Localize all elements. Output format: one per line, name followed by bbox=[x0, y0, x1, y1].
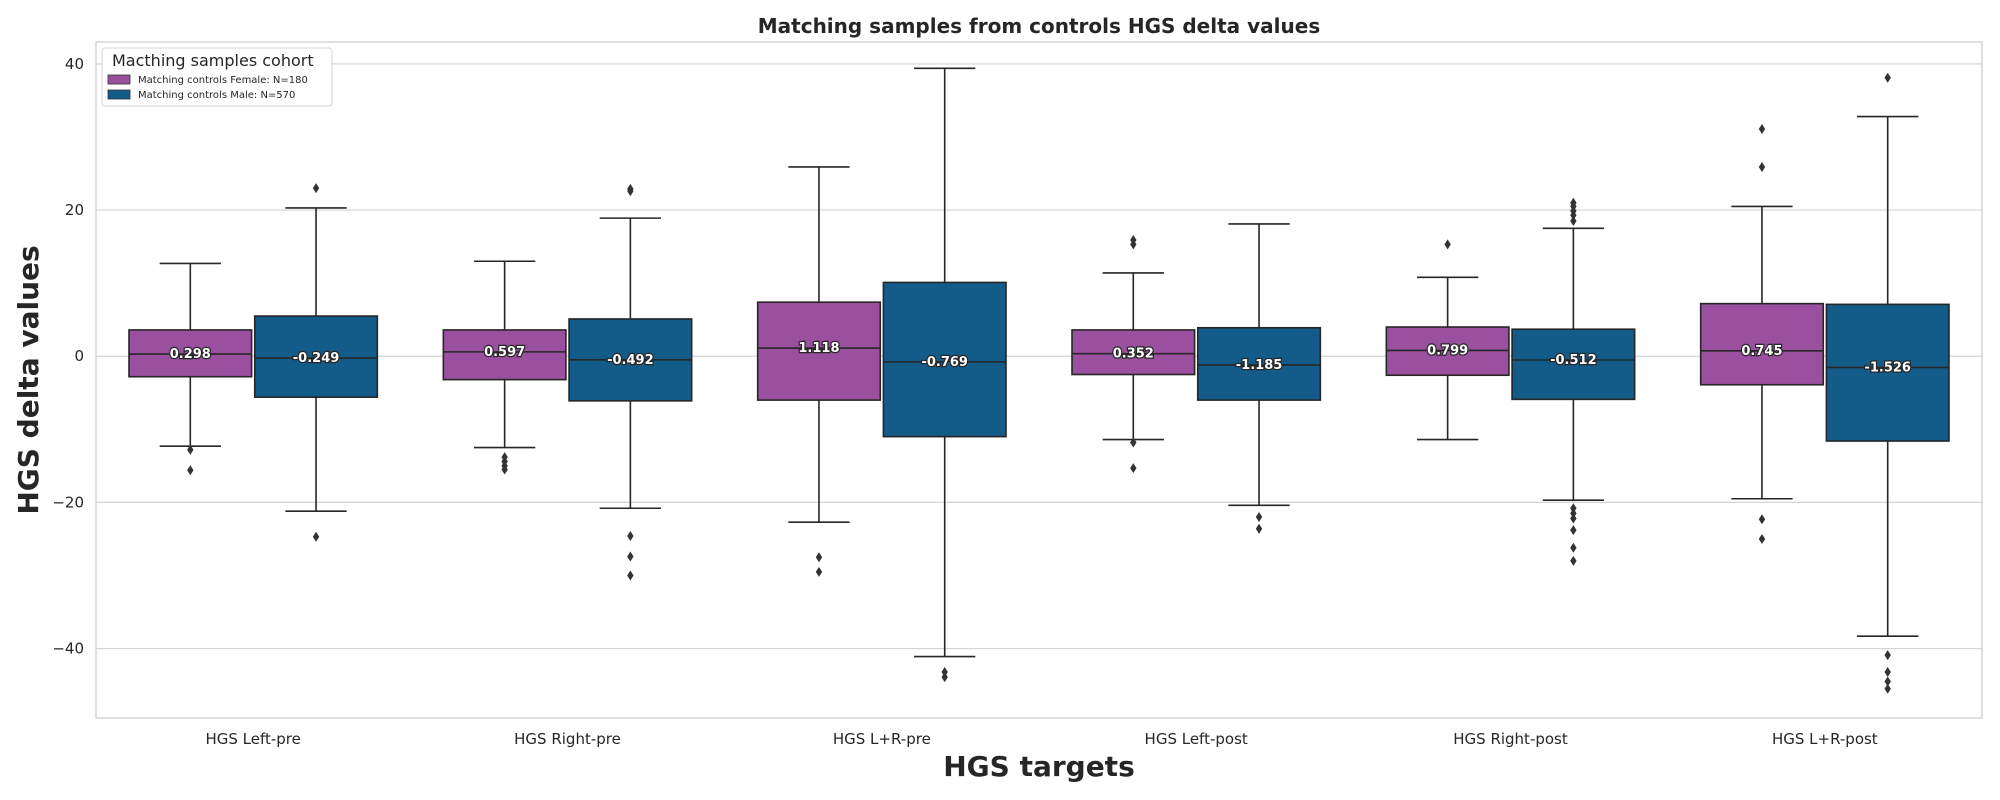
box-group: 0.597 bbox=[442, 260, 567, 475]
outlier-point bbox=[501, 464, 508, 475]
box-groups: 0.298 0.597 1.118 0.352 0.799 0.745 -0.249 -0.4… bbox=[128, 67, 1950, 694]
box-group: -0.249 bbox=[253, 183, 379, 542]
x-axis-label: HGS targets bbox=[943, 750, 1135, 783]
outlier-point bbox=[1255, 523, 1263, 534]
outlier-point bbox=[1570, 503, 1577, 514]
x-tick-labels: HGS Left-pre HGS Right-pre HGS L+R-pre HGS … bbox=[205, 730, 1877, 748]
box-group: -1.185 bbox=[1196, 223, 1322, 534]
outlier-point bbox=[1130, 235, 1137, 246]
median-value-label: 0.298 bbox=[170, 347, 211, 362]
median-value-label: -0.492 bbox=[607, 353, 654, 368]
median-value-label: -0.769 bbox=[921, 355, 968, 370]
box-group: 0.298 bbox=[128, 262, 253, 476]
outlier-point bbox=[1570, 555, 1577, 566]
outlier-point bbox=[1884, 683, 1891, 694]
y-tick-label: 40 bbox=[65, 55, 84, 73]
box-group: 0.799 bbox=[1385, 239, 1510, 441]
outlier-point bbox=[1570, 513, 1577, 524]
box-group: -0.512 bbox=[1511, 197, 1636, 566]
outlier-point bbox=[627, 570, 634, 581]
outlier-point bbox=[1255, 512, 1263, 523]
outlier-point bbox=[1758, 533, 1766, 544]
x-tick-label: HGS Left-pre bbox=[205, 730, 300, 748]
outlier-point bbox=[1884, 72, 1891, 83]
outlier-point bbox=[1884, 650, 1891, 661]
outlier-point bbox=[1570, 542, 1577, 553]
y-tick-label: −20 bbox=[52, 493, 84, 511]
box-group: 0.745 bbox=[1699, 123, 1825, 544]
median-value-label: -1.526 bbox=[1864, 360, 1911, 375]
y-tick-label: 20 bbox=[65, 201, 84, 219]
outlier-point bbox=[627, 183, 634, 194]
y-axis-label: HGS delta values bbox=[12, 245, 45, 514]
outlier-point bbox=[1758, 514, 1766, 525]
legend-label-female: Matching controls Female: N=180 bbox=[138, 75, 308, 86]
x-tick-label: HGS L+R-post bbox=[1772, 730, 1878, 748]
outlier-point bbox=[815, 552, 823, 563]
median-value-label: 0.597 bbox=[484, 345, 525, 360]
median-value-label: -0.512 bbox=[1550, 353, 1597, 368]
legend-label-male: Matching controls Male: N=570 bbox=[138, 90, 295, 101]
outlier-point bbox=[941, 672, 948, 683]
outlier-point bbox=[187, 465, 194, 476]
outlier-point bbox=[1570, 508, 1577, 519]
outlier-point bbox=[1570, 525, 1577, 536]
legend: Macthing samples cohort Matching control… bbox=[101, 47, 333, 107]
x-tick-label: HGS Right-pre bbox=[514, 730, 621, 748]
x-tick-label: HGS Left-post bbox=[1145, 730, 1248, 748]
outlier-point bbox=[1758, 161, 1766, 172]
plot-frame bbox=[95, 41, 1983, 719]
median-value-label: -0.249 bbox=[293, 351, 340, 366]
box bbox=[442, 329, 567, 381]
box-group: 1.118 bbox=[756, 166, 882, 577]
outlier-point bbox=[1884, 676, 1891, 687]
outlier-point bbox=[1570, 197, 1577, 208]
x-tick-label: HGS L+R-pre bbox=[833, 730, 931, 748]
legend-frame bbox=[101, 47, 333, 107]
x-tick-label: HGS Right-post bbox=[1453, 730, 1568, 748]
legend-swatch-male bbox=[107, 89, 131, 100]
box-group: 0.352 bbox=[1071, 235, 1196, 474]
y-tick-label: 0 bbox=[74, 347, 84, 365]
outlier-point bbox=[1570, 216, 1577, 227]
outlier-point bbox=[1130, 437, 1137, 448]
y-tick-labels: 40 20 0 −20 −40 bbox=[52, 55, 84, 658]
median-value-label: 1.118 bbox=[798, 341, 839, 356]
outlier-point bbox=[312, 531, 320, 542]
plot-area-background bbox=[96, 42, 1982, 718]
outlier-point bbox=[1130, 463, 1137, 474]
y-tick-label: −40 bbox=[52, 640, 84, 658]
outlier-point bbox=[187, 444, 194, 455]
box bbox=[1699, 302, 1825, 386]
grid-lines bbox=[96, 63, 1982, 650]
outlier-point bbox=[627, 531, 634, 542]
box bbox=[1511, 328, 1636, 401]
outlier-point bbox=[312, 183, 320, 194]
chart-title: Matching samples from controls HGS delta… bbox=[758, 14, 1320, 38]
outlier-point bbox=[941, 666, 948, 677]
box bbox=[1071, 329, 1196, 376]
median-value-label: -1.185 bbox=[1236, 358, 1283, 373]
box bbox=[1825, 303, 1950, 442]
legend-swatch-female bbox=[107, 74, 131, 85]
outlier-point bbox=[1444, 239, 1451, 250]
box-group: -1.526 bbox=[1825, 72, 1950, 694]
box bbox=[756, 301, 882, 401]
box bbox=[253, 315, 379, 398]
box-group: -0.492 bbox=[568, 183, 693, 581]
box-group: -0.769 bbox=[882, 67, 1007, 683]
outlier-point bbox=[627, 551, 634, 562]
outlier-point bbox=[1758, 123, 1766, 134]
box bbox=[882, 281, 1007, 438]
median-value-label: 0.799 bbox=[1427, 343, 1468, 358]
legend-title: Macthing samples cohort bbox=[112, 51, 314, 70]
outlier-point bbox=[815, 566, 823, 577]
median-value-label: 0.352 bbox=[1113, 347, 1154, 362]
outlier-point bbox=[1884, 666, 1891, 677]
box bbox=[1196, 326, 1322, 401]
median-value-label: 0.745 bbox=[1741, 344, 1782, 359]
